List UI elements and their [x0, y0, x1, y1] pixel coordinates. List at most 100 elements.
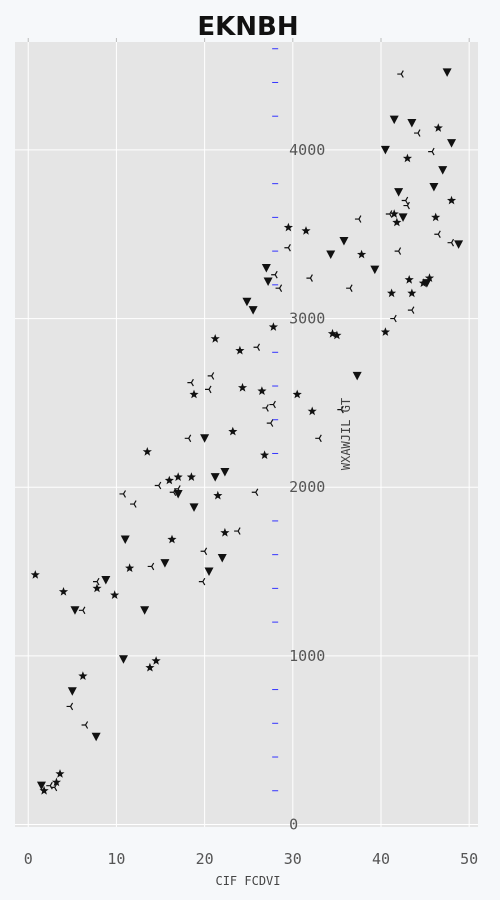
star-point	[327, 328, 338, 338]
tri-left-point	[66, 702, 74, 711]
tri-left-point	[205, 385, 212, 394]
tri-left-point	[346, 284, 353, 292]
x-axis-label: CIF FCDVI	[215, 874, 280, 888]
triangle-point	[248, 306, 258, 315]
star-point	[238, 382, 248, 392]
star-point	[418, 278, 428, 287]
triangle-point	[217, 554, 227, 563]
tri-left-point	[174, 485, 181, 493]
star-point	[292, 389, 302, 399]
star-point	[78, 671, 88, 680]
star-point	[30, 570, 40, 579]
data-points	[30, 68, 464, 795]
tri-left-point	[354, 215, 362, 223]
star-point	[164, 475, 174, 485]
triangle-point	[210, 473, 220, 482]
triangle-point	[398, 213, 408, 222]
tri-left-point	[253, 343, 261, 351]
tri-left-point	[337, 405, 344, 414]
triangle-point	[407, 118, 417, 128]
y-tick-label: 4000	[289, 141, 325, 159]
star-point	[186, 472, 196, 481]
tri-left-point	[428, 147, 435, 156]
triangle-point	[140, 606, 150, 615]
star-point	[39, 785, 49, 795]
star-point	[380, 327, 390, 336]
y-tick-label: 0	[289, 815, 298, 833]
tri-left-point	[147, 562, 155, 571]
x-tick-label: 30	[284, 850, 302, 868]
star-point	[332, 330, 342, 340]
tri-left-point	[207, 372, 215, 380]
star-point	[213, 490, 223, 500]
triangle-point	[91, 732, 101, 742]
star-point	[92, 583, 102, 593]
star-point	[220, 527, 230, 537]
triangle-point	[438, 166, 448, 175]
star-point	[55, 769, 65, 778]
star-point	[142, 447, 152, 456]
triangle-point	[118, 655, 128, 664]
triangle-point	[352, 371, 362, 381]
star-point	[392, 217, 402, 227]
star-point	[173, 472, 183, 481]
star-point	[447, 195, 457, 205]
tri-left-point	[315, 434, 322, 443]
star-point	[268, 322, 278, 331]
star-point	[260, 450, 270, 459]
tri-left-point	[262, 404, 269, 412]
star-point	[228, 426, 238, 436]
tri-left-point	[130, 500, 137, 508]
x-tick-label: 40	[372, 850, 390, 868]
tri-left-point	[78, 606, 86, 615]
star-point	[387, 288, 397, 298]
y-tick-labels: 0 1000 2000 3000 4000	[289, 141, 325, 834]
plot-area	[15, 42, 478, 827]
star-point	[283, 222, 293, 232]
star-point	[167, 534, 177, 544]
triangle-point	[442, 68, 452, 77]
tri-left-point	[284, 243, 291, 252]
y-tick-label: 2000	[289, 478, 325, 496]
tri-left-point	[385, 210, 393, 218]
tri-left-point	[198, 577, 206, 586]
triangle-point	[70, 606, 80, 615]
star-point	[307, 406, 317, 416]
star-point	[145, 662, 155, 672]
triangle-point	[454, 240, 464, 249]
star-point	[389, 209, 399, 218]
triangle-point	[200, 434, 210, 443]
triangle-point	[339, 236, 349, 246]
tri-left-point	[81, 721, 89, 729]
triangle-point	[429, 183, 439, 192]
star-point	[402, 153, 412, 163]
grid-lines	[15, 38, 478, 827]
triangle-point	[36, 781, 46, 791]
star-point	[58, 587, 69, 596]
triangle-point	[263, 277, 273, 286]
star-point	[189, 389, 199, 399]
x-tick-label: 20	[196, 850, 214, 868]
triangle-point	[160, 559, 170, 568]
tri-left-point	[397, 70, 404, 78]
tri-left-point	[394, 247, 402, 255]
triangle-point	[326, 250, 336, 259]
triangle-point	[101, 575, 111, 585]
tri-left-point	[306, 274, 313, 282]
chart-title: EKNBH	[197, 12, 298, 42]
triangle-point	[120, 535, 130, 544]
triangle-point	[394, 188, 404, 197]
tri-left-point	[271, 270, 278, 279]
triangle-point	[204, 567, 214, 577]
tri-left-point	[401, 196, 409, 205]
triangle-point	[67, 687, 77, 696]
tri-left-point	[434, 230, 441, 238]
tri-left-point	[119, 490, 127, 498]
x-tick-label: 0	[24, 850, 33, 868]
triangle-point	[447, 139, 457, 148]
tri-left-point	[266, 419, 274, 427]
tri-left-point	[50, 783, 58, 792]
tri-left-point	[93, 577, 100, 586]
minor-tick-marks	[272, 48, 279, 792]
